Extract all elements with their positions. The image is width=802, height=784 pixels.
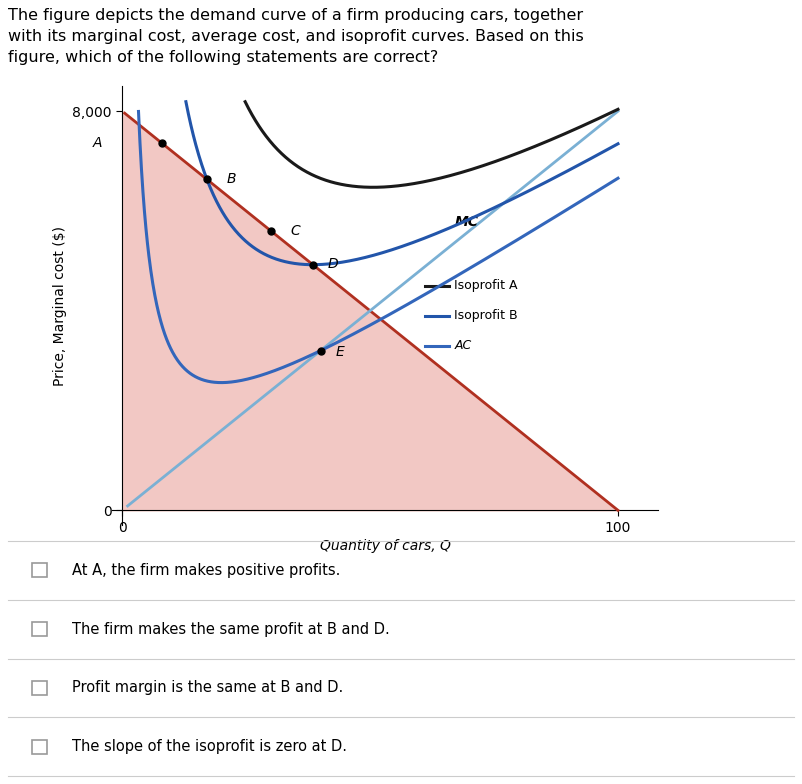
Text: D: D — [328, 257, 338, 271]
Text: The slope of the isoprofit is zero at D.: The slope of the isoprofit is zero at D. — [72, 739, 347, 754]
Text: The figure depicts the demand curve of a firm producing cars, together
with its : The figure depicts the demand curve of a… — [8, 8, 584, 65]
Y-axis label: Price, Marginal cost ($): Price, Marginal cost ($) — [53, 226, 67, 386]
Text: At A, the firm makes positive profits.: At A, the firm makes positive profits. — [72, 563, 341, 578]
Text: Profit margin is the same at B and D.: Profit margin is the same at B and D. — [72, 681, 343, 695]
Text: B: B — [227, 172, 237, 187]
Text: MC: MC — [455, 215, 478, 229]
Text: A: A — [92, 136, 102, 150]
Text: C: C — [291, 223, 301, 238]
X-axis label: Quantity of cars, Q: Quantity of cars, Q — [319, 539, 451, 553]
Text: Isoprofit A: Isoprofit A — [455, 279, 518, 292]
Text: The firm makes the same profit at B and D.: The firm makes the same profit at B and … — [72, 622, 390, 637]
Text: AC: AC — [455, 339, 472, 352]
Text: E: E — [335, 345, 344, 358]
Text: Isoprofit B: Isoprofit B — [455, 309, 518, 322]
